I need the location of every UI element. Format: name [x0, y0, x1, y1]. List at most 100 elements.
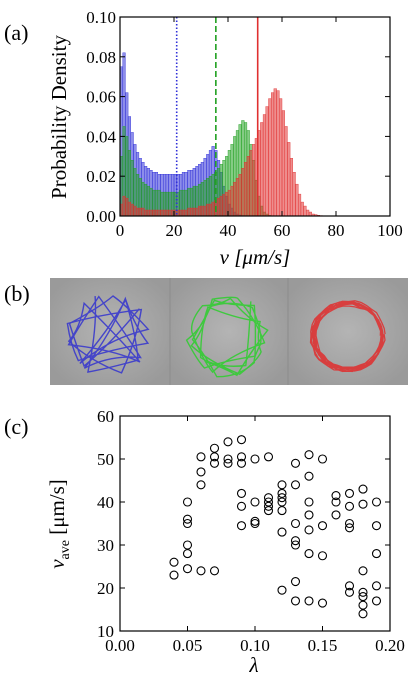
- y-tick-label: 60: [97, 407, 114, 426]
- mean-lines: [175, 17, 259, 216]
- histogram-bar-red: [206, 203, 210, 216]
- histogram-bar-red: [281, 110, 285, 216]
- trajectory-images: [50, 278, 408, 385]
- data-point: [250, 454, 260, 464]
- y-tick-label: 30: [97, 536, 114, 555]
- data-point: [331, 490, 341, 501]
- x-tick-label: 40: [220, 221, 237, 240]
- data-point: [236, 435, 247, 445]
- histogram-bar-red: [152, 209, 156, 216]
- data-point: [277, 585, 287, 595]
- histogram-bar-red: [233, 181, 237, 216]
- histogram-bar-red: [125, 197, 129, 216]
- histogram-bar-red: [216, 197, 221, 216]
- histogram-bar-red: [241, 168, 245, 216]
- y-tick-label: 0.02: [86, 167, 116, 186]
- data-point: [358, 609, 368, 619]
- histogram-bar-red: [287, 142, 291, 216]
- data-point: [209, 452, 220, 462]
- histogram-bar-red: [144, 209, 148, 216]
- trajectory-green: [185, 296, 269, 378]
- frame-blue: [50, 278, 170, 385]
- x-axis-label-c: λ: [248, 653, 258, 677]
- data-point: [182, 540, 193, 550]
- x-axis-label-a: v [μm/s]: [220, 245, 291, 269]
- x-tick-label: 0.00: [105, 636, 135, 655]
- x-tick-label: 0.05: [173, 636, 203, 655]
- histogram-bar-red: [292, 172, 296, 216]
- data-point: [196, 566, 206, 576]
- data-point: [344, 488, 355, 498]
- data-point: [236, 501, 247, 511]
- histogram-bar-red: [235, 177, 240, 216]
- data-point: [290, 518, 301, 529]
- panel-c-label: (c): [4, 414, 28, 439]
- histogram-bar-red: [141, 207, 145, 216]
- histogram-bar-red: [246, 156, 250, 216]
- histogram-bar-red: [260, 122, 264, 216]
- data-point: [236, 452, 247, 462]
- data-point: [344, 501, 355, 511]
- histogram-bar-red: [306, 209, 310, 216]
- data-point: [277, 488, 287, 498]
- data-point: [277, 497, 287, 507]
- data-point: [169, 570, 179, 580]
- histogram-bar-red: [243, 162, 248, 216]
- histogram-bar-red: [168, 209, 172, 216]
- x-tick-label: 80: [328, 221, 345, 240]
- data-point: [290, 576, 301, 587]
- data-point: [223, 458, 233, 468]
- histogram-bar-red: [133, 205, 137, 216]
- data-point: [358, 566, 368, 576]
- data-point: [196, 467, 206, 477]
- panel-b-label: (b): [4, 281, 30, 306]
- data-point: [331, 510, 341, 520]
- histogram-bar-red: [127, 201, 132, 216]
- histogram-bar-red: [230, 185, 234, 216]
- panel-a-label: (a): [4, 20, 28, 45]
- data-point: [304, 450, 314, 460]
- y-tick-label: 40: [97, 493, 114, 512]
- histogram-bar-red: [276, 90, 280, 216]
- x-tick-label: 0.10: [240, 636, 270, 655]
- data-point: [209, 443, 220, 453]
- data-point: [358, 587, 368, 597]
- histogram-bar-red: [135, 207, 140, 216]
- data-point: [209, 458, 220, 468]
- histogram-bar-red: [238, 174, 242, 216]
- frame-green: [170, 278, 288, 385]
- data-point: [277, 506, 287, 516]
- histogram-bar-red: [157, 209, 161, 216]
- data-point: [344, 518, 355, 529]
- axis-ticks-a: 0 20 40 60 80 100 0.00 0.02 0.04 0.06 0.08 0.10: [86, 8, 403, 240]
- histogram-bar-red: [149, 209, 153, 216]
- histogram-bar-red: [203, 205, 207, 216]
- scatter-chart: 0.00 0.05 0.10 0.15 0.20 10 20 30 40 50 60 λ vave …: [45, 407, 405, 677]
- histogram-bar-red: [160, 209, 164, 216]
- data-point: [344, 523, 355, 533]
- trajectory-red: [309, 300, 386, 373]
- data-point: [290, 458, 301, 468]
- y-tick-label: 0.00: [86, 207, 116, 226]
- histogram-bar-red: [211, 201, 215, 216]
- data-point: [196, 452, 206, 462]
- data-point: [371, 581, 382, 591]
- data-point: [331, 497, 341, 507]
- data-point: [263, 493, 274, 503]
- histogram-bar-red: [289, 158, 294, 216]
- histogram-bar-red: [300, 201, 304, 216]
- data-point: [182, 564, 193, 574]
- x-tick-label: 0.20: [375, 636, 405, 655]
- histogram-bar-red: [262, 114, 267, 216]
- y-tick-label: 50: [97, 450, 114, 469]
- data-point: [304, 510, 314, 520]
- y-axis-label-c: vave [μm/s]: [45, 479, 73, 569]
- data-point: [304, 549, 314, 559]
- data-point: [263, 501, 274, 511]
- data-point: [358, 592, 368, 602]
- data-point: [290, 596, 301, 606]
- histogram-bar-red: [222, 193, 226, 216]
- data-point: [182, 549, 193, 559]
- data-point: [371, 596, 382, 606]
